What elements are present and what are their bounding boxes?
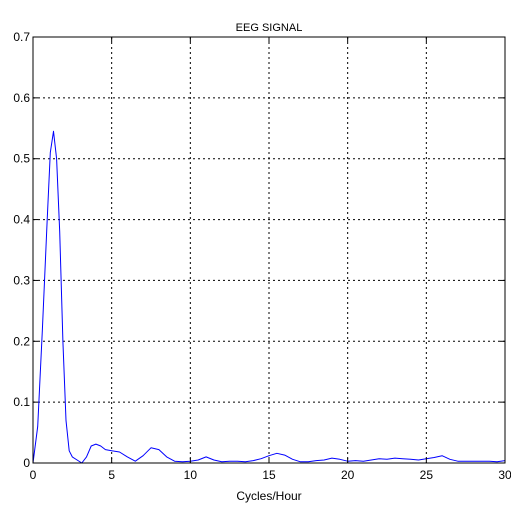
x-tick-label: 10: [184, 468, 198, 482]
y-tick-label: 0.1: [13, 395, 30, 409]
chart-title: EEG SIGNAL: [236, 22, 303, 34]
y-tick-label: 0.2: [13, 334, 30, 348]
y-tick-label: 0.6: [13, 91, 30, 105]
y-tick-label: 0.3: [13, 273, 30, 287]
series-line: [32, 130, 506, 464]
y-tick-label: 0.4: [13, 213, 30, 227]
x-axis-label: Cycles/Hour: [236, 489, 301, 503]
series-layer: [32, 130, 506, 464]
x-tick-label: 25: [420, 468, 434, 482]
y-tick-label: 0.5: [13, 152, 30, 166]
y-tick-label: 0: [23, 456, 30, 470]
grid: [33, 37, 505, 463]
tick-layer: 0 5 10 15 20 25 30 0 0.1 0.2 0.3 0.4 0.5 0.6 0.7: [13, 30, 511, 482]
x-tick-label: 0: [30, 468, 37, 482]
plot-frame: [32, 36, 506, 464]
x-tick-label: 5: [108, 468, 115, 482]
x-tick-label: 30: [498, 468, 511, 482]
x-tick-label: 20: [341, 468, 355, 482]
y-tick-label: 0.7: [13, 30, 30, 44]
x-tick-label: 15: [262, 468, 276, 482]
